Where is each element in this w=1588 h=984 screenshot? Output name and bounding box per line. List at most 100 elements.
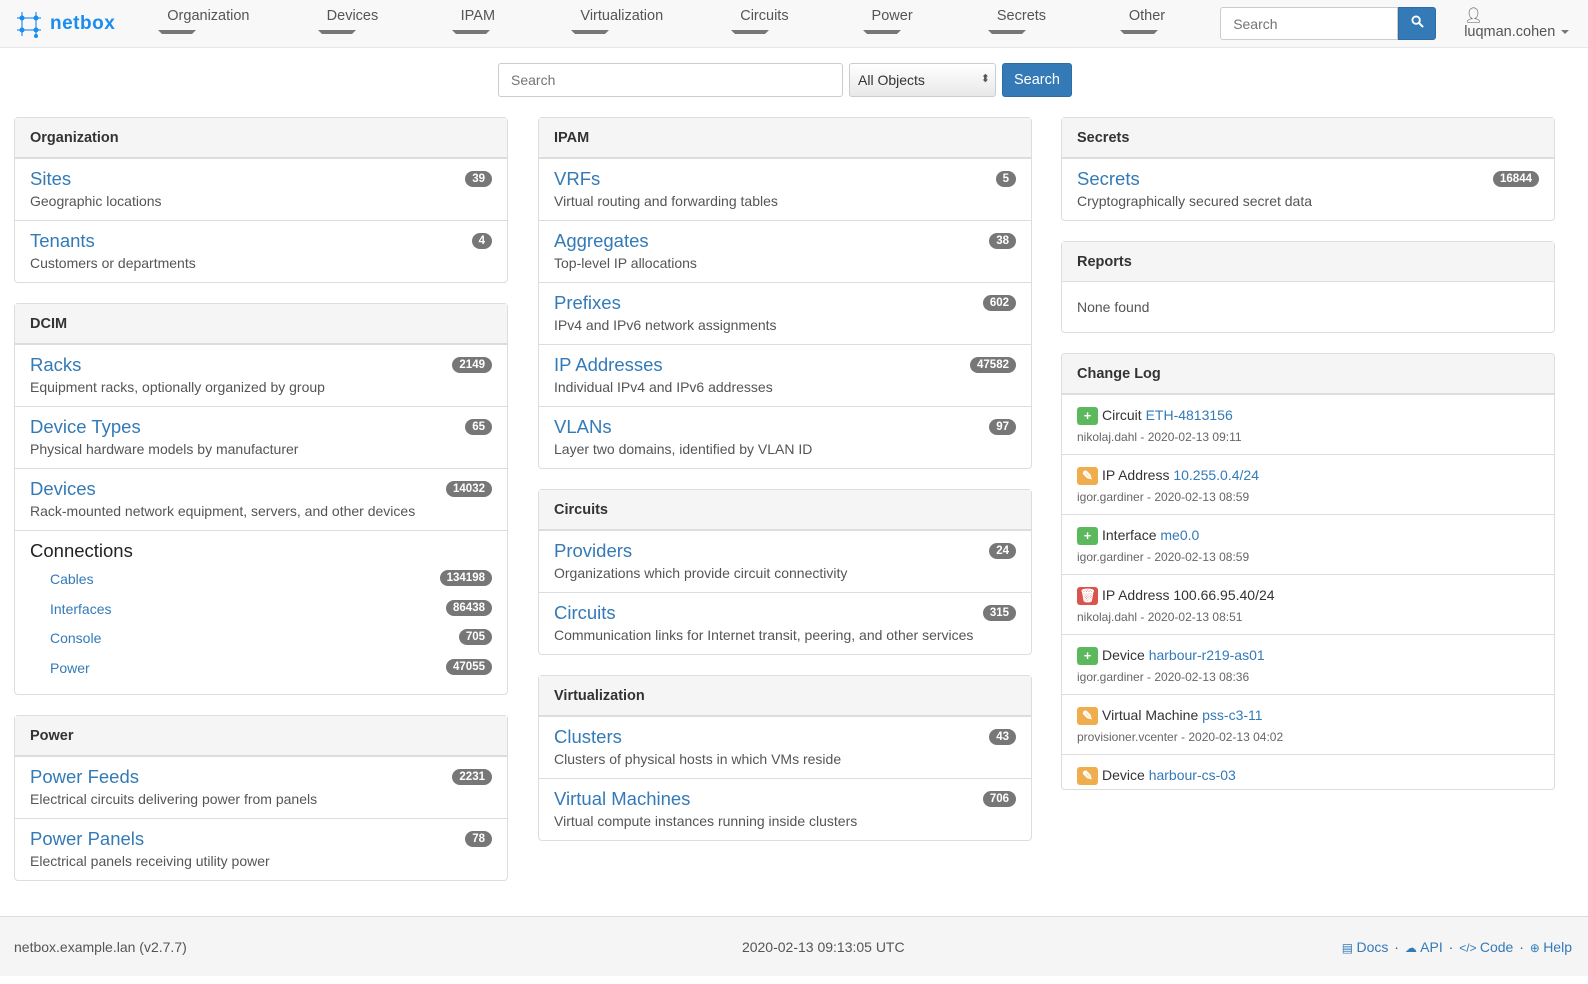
count-badge: 16844 xyxy=(1493,171,1539,187)
nav-other[interactable]: Other xyxy=(1099,8,1220,40)
list-item: IP Addresses Individual IPv4 and IPv6 add… xyxy=(539,344,1031,406)
changelog-meta: igor.gardiner - 2020-02-13 08:59 xyxy=(1077,550,1250,565)
item-link-clusters[interactable]: Clusters xyxy=(554,726,622,747)
object-type: Device xyxy=(1102,767,1145,783)
column-right: Secrets Secrets Cryptographically secured … xyxy=(1061,117,1555,810)
list-item: Racks Equipment racks, optionally organiz… xyxy=(15,344,507,406)
item-link-ip-addresses[interactable]: IP Addresses xyxy=(554,354,663,375)
caret-down-icon xyxy=(862,29,901,34)
footer-link-help[interactable]: ⊕ Help xyxy=(1530,939,1572,955)
object-link[interactable]: harbour-r219-as01 xyxy=(1148,647,1265,663)
nav-organization[interactable]: Organization xyxy=(137,8,296,40)
footer-link-label: Code xyxy=(1479,938,1514,955)
plus-icon: + xyxy=(1077,527,1098,546)
list-item: Device Types Physical hardware models by … xyxy=(15,406,507,468)
column-left: Organization Sites Geographic locations 39 T… xyxy=(14,117,508,901)
count-badge: 97 xyxy=(989,419,1016,435)
item-link-circuits[interactable]: Circuits xyxy=(554,602,616,623)
changelog-line: ✎ IP Address 10.255.0.4/24 xyxy=(1077,467,1539,486)
search-button[interactable]: Search xyxy=(1002,63,1072,97)
caret-down-icon xyxy=(731,29,770,34)
changelog-line: + Circuit ETH-4813156 xyxy=(1077,407,1539,426)
count-badge: 134198 xyxy=(439,570,492,586)
item-link-virtual-machines[interactable]: Virtual Machines xyxy=(554,788,691,809)
plus-icon: + xyxy=(1077,407,1098,426)
footer-link-docs[interactable]: ▤ Docs xyxy=(1342,939,1389,955)
item-link-console[interactable]: Console xyxy=(50,630,102,646)
panel-secrets: Secrets Secrets Cryptographically secured … xyxy=(1061,117,1555,221)
object-link[interactable]: 10.255.0.4/24 xyxy=(1173,467,1259,483)
list-item: Power Panels Electrical panels receiving … xyxy=(15,818,507,880)
brand-logo[interactable]: netbox xyxy=(14,9,115,39)
object-link[interactable]: harbour-cs-03 xyxy=(1148,767,1236,783)
panel-heading: Virtualization xyxy=(539,676,1031,716)
object-link[interactable]: ETH-4813156 xyxy=(1145,407,1233,423)
item-link-aggregates[interactable]: Aggregates xyxy=(554,230,649,251)
nav-label: Organization xyxy=(167,7,250,24)
nav-circuits[interactable]: Circuits xyxy=(710,8,841,40)
list-item: Console 705 xyxy=(30,625,492,655)
count-badge: 65 xyxy=(465,419,492,435)
item-link-devices[interactable]: Devices xyxy=(30,478,96,499)
panel-circuits: Circuits Providers Organizations which pro… xyxy=(538,489,1032,655)
global-search: All Objects Search xyxy=(498,63,1072,97)
code-icon: </> xyxy=(1459,940,1480,955)
user-menu[interactable]: 👤︎ luqman.cohen xyxy=(1464,7,1574,40)
book-icon: ▤ xyxy=(1341,940,1357,955)
item-link-tenants[interactable]: Tenants xyxy=(30,230,95,251)
count-badge: 2149 xyxy=(452,357,492,373)
nav-secrets[interactable]: Secrets xyxy=(967,8,1099,40)
count-badge: 39 xyxy=(465,171,492,187)
panel-dcim: DCIM Racks Equipment racks, optionally org… xyxy=(14,303,508,695)
pencil-icon: ✎ xyxy=(1077,467,1098,486)
footer-link-label: Help xyxy=(1543,938,1572,955)
object-link[interactable]: pss-c3-11 xyxy=(1202,707,1263,723)
list-item: Circuits Communication links for Internet… xyxy=(539,592,1031,654)
user-icon: 👤︎ xyxy=(1464,8,1483,24)
footer-link-code[interactable]: </> Code xyxy=(1459,939,1513,955)
item-link-interfaces[interactable]: Interfaces xyxy=(50,600,112,617)
item-link-power-feeds[interactable]: Power Feeds xyxy=(30,766,139,787)
search-icon xyxy=(1411,15,1424,28)
nav-search xyxy=(1220,7,1437,40)
item-link-power-panels[interactable]: Power Panels xyxy=(30,828,145,849)
changelog-meta: provisioner.vcenter - 2020-02-13 04:02 xyxy=(1077,730,1284,745)
item-link-vrfs[interactable]: VRFs xyxy=(554,168,601,189)
item-link-device-types[interactable]: Device Types xyxy=(30,416,141,437)
item-description: Electrical panels receiving utility powe… xyxy=(30,853,270,869)
item-link-cables[interactable]: Cables xyxy=(50,571,94,587)
footer-link-api[interactable]: ☁ API xyxy=(1405,939,1443,955)
item-link-prefixes[interactable]: Prefixes xyxy=(554,292,621,313)
changelog-entry: 🗑︎ IP Address 100.66.95.40/24 nikolaj.dahl… xyxy=(1062,574,1554,634)
nav-power[interactable]: Power xyxy=(842,8,967,40)
item-description: Geographic locations xyxy=(30,193,162,209)
nav-search-input[interactable] xyxy=(1220,7,1399,40)
changelog-entry: ✎ Virtual Machine pss-c3-11 provisioner.vc… xyxy=(1062,694,1554,754)
changelog-meta: igor.gardiner - 2020-02-13 08:59 xyxy=(1077,490,1250,505)
nav-label: Virtualization xyxy=(580,7,664,24)
item-link-secrets[interactable]: Secrets xyxy=(1077,168,1140,189)
object-type: Virtual Machine xyxy=(1102,707,1199,723)
changelog-meta: igor.gardiner - 2020-02-13 08:36 xyxy=(1077,670,1250,685)
panel-heading: Reports xyxy=(1062,242,1554,282)
count-badge: 5 xyxy=(995,171,1016,187)
nav-ipam[interactable]: IPAM xyxy=(431,8,551,40)
nav-devices[interactable]: Devices xyxy=(297,8,431,40)
object-type-select[interactable]: All Objects xyxy=(849,63,996,97)
item-link-sites[interactable]: Sites xyxy=(30,168,72,189)
item-link-racks[interactable]: Racks xyxy=(30,354,82,375)
column-middle: IPAM VRFs Virtual routing and forwarding t… xyxy=(538,117,1032,861)
nav-search-button[interactable] xyxy=(1398,7,1437,40)
caret-down-icon xyxy=(987,29,1026,34)
nav-label: Devices xyxy=(326,7,379,24)
changelog-entry: ✎ IP Address 10.255.0.4/24 igor.gardiner -… xyxy=(1062,454,1554,514)
list-item: Aggregates Top-level IP allocations 38 xyxy=(539,220,1031,282)
search-input[interactable] xyxy=(498,63,843,97)
item-link-power[interactable]: Power xyxy=(50,659,90,676)
item-link-providers[interactable]: Providers xyxy=(554,540,633,561)
nav-virtualization[interactable]: Virtualization xyxy=(550,8,710,40)
item-link-vlans[interactable]: VLANs xyxy=(554,416,612,437)
changelog-entry: + Circuit ETH-4813156 nikolaj.dahl - 2020-… xyxy=(1062,394,1554,454)
caret-down-icon xyxy=(1561,30,1570,35)
object-link[interactable]: me0.0 xyxy=(1160,527,1200,543)
